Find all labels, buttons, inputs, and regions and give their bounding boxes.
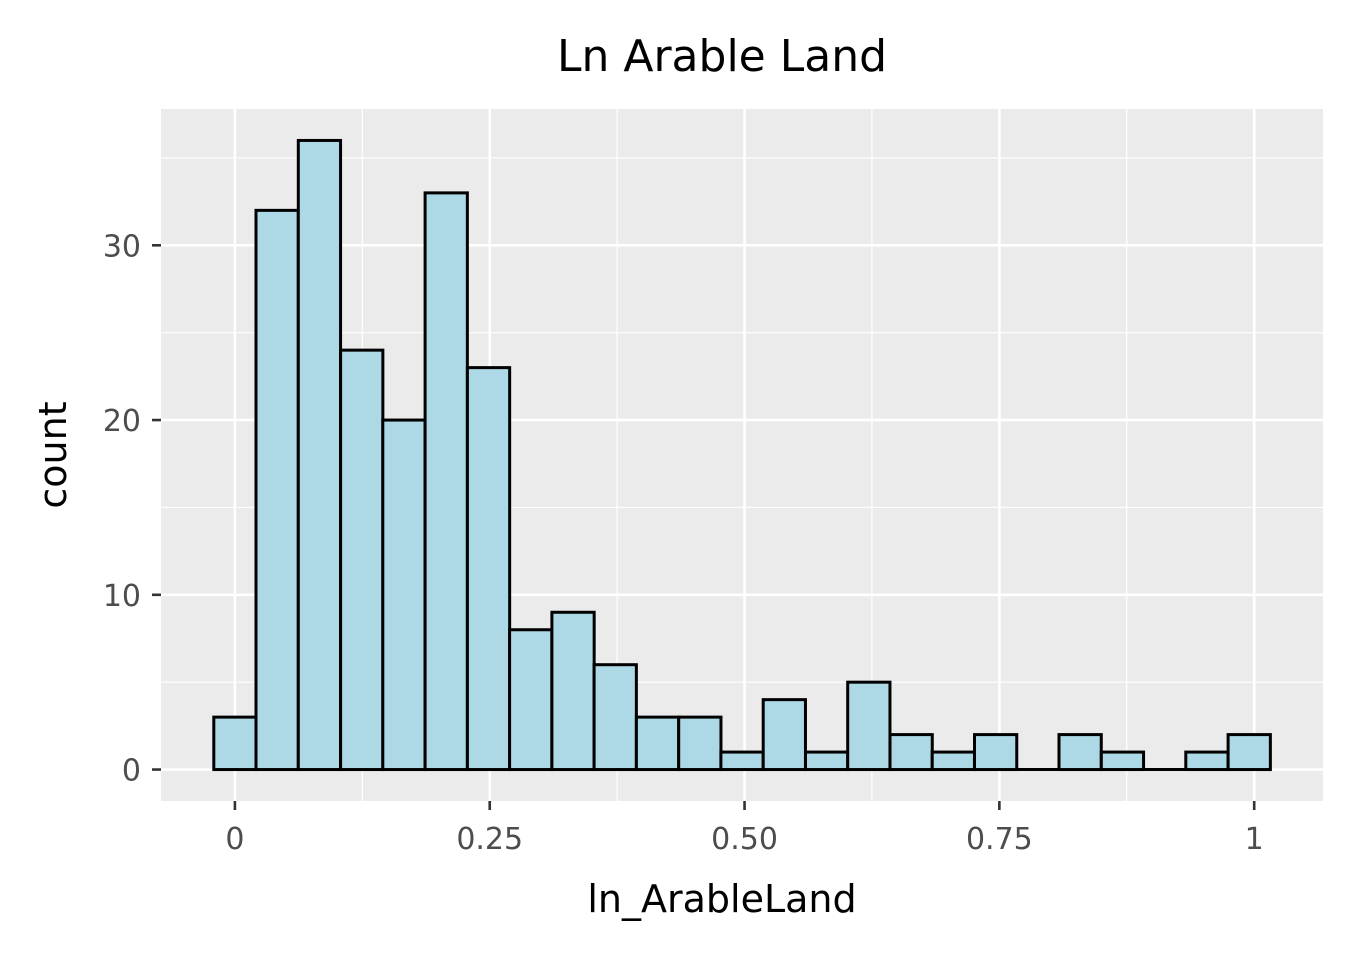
histogram-bar (719, 750, 765, 772)
histogram-bar (381, 418, 427, 772)
histogram-bar (634, 715, 681, 772)
histogram-bar (1226, 733, 1272, 772)
minor-gridlines (161, 109, 1323, 801)
histogram-bar (254, 208, 300, 772)
histogram-bar (930, 750, 976, 772)
histogram-bar (888, 733, 934, 772)
x-tick-label: 0.50 (711, 822, 778, 857)
x-axis-title: ln_ArableLand (587, 877, 856, 921)
histogram-bar (677, 715, 723, 772)
histogram-bar (423, 191, 469, 772)
y-tick-label: 20 (103, 404, 141, 439)
x-axis: 0 0.25 0.50 0.75 1 (225, 801, 1264, 857)
y-axis-title: count (31, 401, 75, 508)
x-tick-label: 1 (1245, 822, 1264, 857)
histogram-bar (804, 750, 850, 772)
chart-title: Ln Arable Land (557, 31, 887, 82)
histogram-bar (1099, 750, 1146, 772)
histogram-bar (296, 138, 343, 772)
histogram-bar (1184, 750, 1230, 772)
histogram-bar (973, 733, 1019, 772)
histogram-bar (465, 366, 512, 772)
x-tick-label: 0.25 (456, 822, 523, 857)
histogram-bar (508, 628, 554, 772)
histogram-bar (212, 715, 258, 772)
histogram-bar (1057, 733, 1103, 772)
histogram-bar (339, 348, 385, 772)
y-axis: 0 10 20 30 (103, 229, 161, 789)
x-tick-label: 0.75 (966, 822, 1033, 857)
histogram-bar (592, 663, 638, 772)
histogram-bars (212, 138, 1272, 772)
histogram-bar (846, 680, 892, 772)
y-tick-label: 0 (122, 754, 141, 789)
histogram-bar (550, 610, 596, 772)
y-tick-label: 30 (103, 229, 141, 264)
histogram-bar (761, 698, 807, 772)
y-tick-label: 10 (103, 579, 141, 614)
x-tick-label: 0 (225, 822, 244, 857)
